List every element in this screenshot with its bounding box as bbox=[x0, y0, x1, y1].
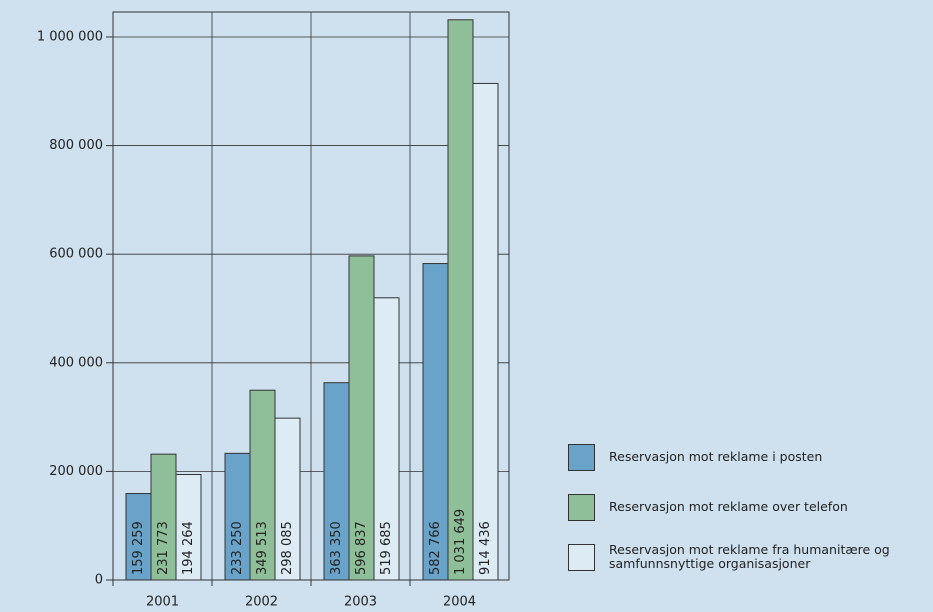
y-tick-label: 400 000 bbox=[49, 355, 103, 370]
bar bbox=[472, 82, 499, 581]
bar bbox=[274, 417, 301, 581]
bar bbox=[348, 255, 375, 581]
legend-swatch bbox=[568, 543, 595, 571]
legend-label: Reservasjon mot reklame fra humanitære o… bbox=[609, 542, 890, 571]
x-tick-label: 2002 bbox=[245, 595, 278, 610]
bar bbox=[224, 452, 251, 581]
y-tick-label: 0 bbox=[95, 573, 103, 588]
y-tick-label: 600 000 bbox=[49, 247, 103, 262]
legend-swatch bbox=[568, 493, 595, 521]
legend-item: Reservasjon mot reklame over telefon bbox=[568, 493, 933, 521]
value-label: 194 264 bbox=[181, 521, 196, 575]
x-tick-label: 2003 bbox=[344, 595, 377, 610]
bar bbox=[323, 382, 350, 581]
value-label: 363 350 bbox=[329, 521, 344, 575]
legend-label: Reservasjon mot reklame i posten bbox=[609, 449, 823, 464]
x-tick-label: 2004 bbox=[443, 595, 476, 610]
bar bbox=[422, 263, 449, 581]
bar bbox=[373, 297, 400, 581]
y-tick-label: 800 000 bbox=[49, 138, 103, 153]
legend-item: Reservasjon mot reklame fra humanitære o… bbox=[568, 543, 933, 571]
bar bbox=[447, 19, 474, 581]
value-label: 298 085 bbox=[280, 521, 295, 575]
value-label: 582 766 bbox=[428, 521, 443, 575]
bar bbox=[125, 493, 152, 581]
legend: Reservasjon mot reklame i posten Reservas… bbox=[568, 443, 933, 593]
value-label: 231 773 bbox=[156, 521, 171, 575]
x-tick-label: 2001 bbox=[146, 595, 179, 610]
value-label: 519 685 bbox=[379, 521, 394, 575]
y-tick-label: 1 000 000 bbox=[37, 29, 103, 44]
value-label: 349 513 bbox=[255, 521, 270, 575]
value-label: 1 031 649 bbox=[453, 509, 468, 575]
value-label: 159 259 bbox=[131, 521, 146, 575]
legend-item: Reservasjon mot reklame i posten bbox=[568, 443, 933, 471]
bar bbox=[175, 474, 202, 581]
bar bbox=[249, 389, 276, 581]
value-label: 596 837 bbox=[354, 521, 369, 575]
legend-label: Reservasjon mot reklame over telefon bbox=[609, 499, 848, 514]
value-label: 233 250 bbox=[230, 521, 245, 575]
legend-swatch bbox=[568, 443, 595, 471]
value-label: 914 436 bbox=[478, 521, 493, 575]
y-tick-label: 200 000 bbox=[49, 464, 103, 479]
